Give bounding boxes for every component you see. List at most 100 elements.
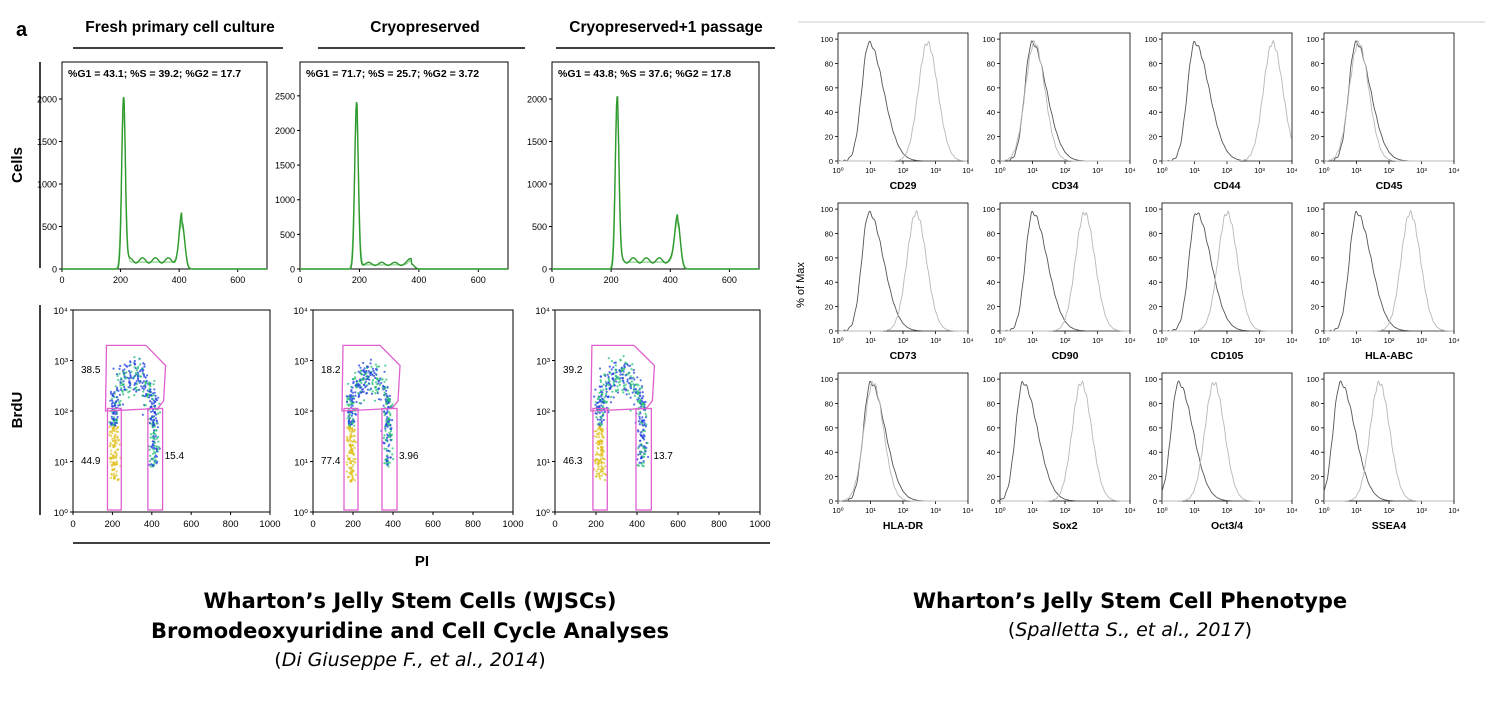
scatter-point (359, 366, 362, 369)
scatter-point (615, 380, 618, 383)
gate-g1 (592, 407, 608, 511)
histogram-frame (837, 32, 969, 162)
scatter-point (366, 365, 369, 368)
gate-g1 (343, 407, 359, 511)
histogram-stats: %G1 = 43.1; %S = 39.2; %G2 = 17.7 (68, 68, 241, 80)
scatter-point (351, 444, 354, 447)
scatter-point (379, 383, 382, 386)
scatter-point (384, 423, 387, 426)
scatter-point (113, 404, 116, 408)
scatter-point (611, 390, 614, 393)
scatter-point (642, 461, 645, 464)
scatter-point (602, 383, 605, 386)
x-tick-label: 10⁴ (1286, 336, 1298, 345)
scatter-point (365, 375, 368, 378)
scatter-point (596, 398, 599, 401)
scatter-point (144, 380, 147, 383)
scatter-point (383, 410, 386, 413)
scatter-point (133, 356, 136, 359)
scatter-point (346, 426, 349, 429)
scatter-point (151, 415, 154, 418)
marker-curve (1324, 210, 1454, 332)
scatter-point (598, 436, 601, 439)
scatter-point (134, 363, 137, 366)
histogram-x-tick-label: 600 (722, 275, 737, 285)
scatter-point (134, 371, 137, 375)
scatter-point (600, 390, 603, 394)
x-tick-label: 10³ (930, 166, 941, 175)
scatter-point (368, 378, 371, 381)
scatter-point (115, 462, 118, 465)
scatter-point (385, 449, 389, 452)
scatter-point (129, 361, 132, 364)
panel-label: a (16, 19, 28, 41)
scatter-point (614, 389, 618, 392)
scatter-point (389, 424, 392, 427)
scatter-point (151, 440, 154, 443)
scatter-point (627, 364, 630, 367)
histogram-y-tick-label: 1000 (37, 180, 57, 190)
scatter-point (599, 458, 602, 461)
scatter-point (148, 417, 151, 420)
scatter-point (593, 460, 597, 463)
scatter-point (389, 405, 392, 408)
scatter-point (594, 453, 598, 456)
scatter-point (639, 439, 642, 442)
scatter-point (601, 467, 604, 470)
scatter-point (389, 414, 392, 417)
isotype-curve (1161, 212, 1292, 332)
scatter-point (616, 377, 619, 380)
scatter-point (361, 388, 365, 391)
y-tick-label: 80 (1311, 59, 1319, 68)
scatter-point (111, 399, 114, 402)
marker-label: CD44 (1214, 180, 1241, 192)
scatter-point (385, 389, 388, 392)
scatter-point (133, 359, 136, 363)
y-tick-label: 80 (1149, 229, 1157, 238)
scatter-point (637, 384, 640, 387)
scatter-point (371, 381, 374, 384)
scatter-point (640, 386, 644, 389)
scatter-point (352, 463, 355, 466)
scatter-point (347, 411, 350, 414)
scatter-point (352, 396, 355, 399)
scatter-point (359, 386, 362, 389)
scatter-point (600, 440, 603, 443)
scatter-point (354, 458, 357, 461)
y-axis-label: % of Max (795, 262, 807, 308)
y-tick-label: 80 (1149, 399, 1157, 408)
scatter-point (594, 401, 598, 404)
scatter-point (113, 437, 116, 440)
isotype-curve (837, 40, 968, 162)
y-tick-label: 40 (987, 108, 995, 117)
scatter-point (345, 461, 348, 464)
histogram-x-tick-label: 200 (113, 275, 128, 285)
scatter-point (385, 448, 388, 451)
scatter-point (598, 474, 601, 477)
scatter-point (645, 446, 648, 449)
scatter-point (154, 459, 157, 462)
scatter-point (640, 422, 644, 425)
scatter-point (354, 377, 357, 380)
histogram-frame (1323, 32, 1455, 162)
scatter-point (366, 375, 369, 378)
y-tick-label: 80 (825, 59, 833, 68)
scatter-point (636, 376, 639, 379)
scatter-point (639, 421, 642, 424)
y-tick-label: 40 (1149, 448, 1157, 457)
y-tick-label: 60 (825, 254, 833, 263)
scatter-point (115, 452, 118, 455)
scatter-point (110, 397, 113, 400)
left-caption-citation: (Di Giuseppe F., et al., 2014) (274, 649, 546, 671)
dotplot-y-tick-label: 10² (54, 407, 68, 418)
scatter-point (616, 391, 620, 394)
scatter-point (389, 430, 393, 433)
y-tick-label: 20 (1311, 133, 1319, 142)
histogram-y-tick-label: 0 (290, 265, 295, 275)
scatter-point (600, 442, 604, 445)
scatter-point (601, 414, 604, 417)
scatter-point (116, 386, 119, 389)
scatter-point (388, 399, 391, 403)
scatter-point (122, 373, 126, 376)
